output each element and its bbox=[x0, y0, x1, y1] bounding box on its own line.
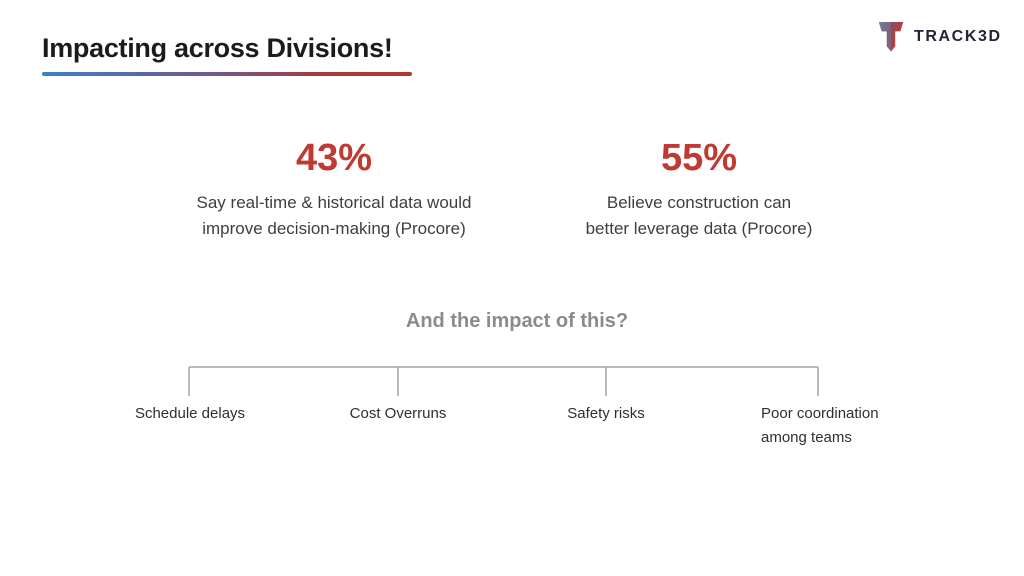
impact-question-heading: And the impact of this? bbox=[405, 310, 629, 332]
impact-item-safety-risks: Safety risks bbox=[567, 405, 645, 422]
impact-item-poor-coordination: Poor coordination among teams bbox=[761, 405, 879, 446]
stat-block-55: 55% Believe construction can better leve… bbox=[539, 137, 859, 242]
title-underline-gradient bbox=[42, 72, 412, 76]
brand-wordmark: TRACK3D bbox=[914, 28, 1002, 45]
bracket-connector-lines bbox=[188, 366, 819, 396]
stat-desc-line: Say real-time & historical data would bbox=[196, 192, 472, 212]
stat-value-55: 55% bbox=[660, 137, 738, 179]
trackd-logo: TRACK3D bbox=[876, 20, 1002, 54]
trackd-t-icon bbox=[878, 22, 904, 52]
stat-desc-line: better leverage data (Procore) bbox=[585, 218, 813, 238]
impact-item-schedule-delays: Schedule delays bbox=[134, 405, 246, 422]
stat-value-43: 43% bbox=[295, 137, 373, 179]
stat-desc-line: Believe construction can bbox=[606, 192, 792, 212]
stat-desc-line: improve decision-making (Procore) bbox=[202, 218, 466, 238]
impact-item-cost-overruns: Cost Overruns bbox=[349, 405, 447, 422]
stat-block-43: 43% Say real-time & historical data woul… bbox=[174, 137, 494, 242]
page-title: Impacting across Divisions! bbox=[42, 33, 393, 63]
